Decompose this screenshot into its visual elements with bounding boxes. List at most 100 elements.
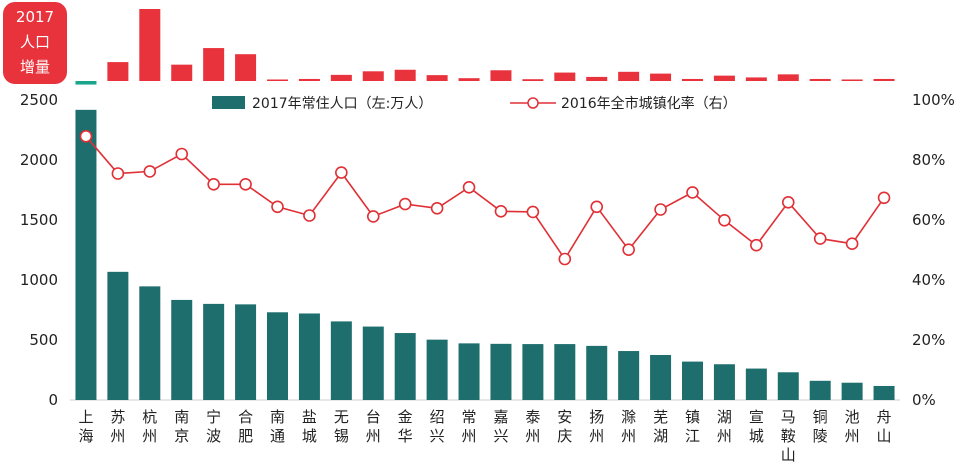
urbanization-point <box>398 197 412 211</box>
category-label-char: 州 <box>525 427 540 445</box>
increment-bar <box>713 75 735 81</box>
category-label: 南通 <box>270 408 285 445</box>
population-bar <box>139 286 161 400</box>
legend-bar-swatch <box>212 96 245 109</box>
increment-bar <box>298 78 320 81</box>
increment-bar <box>203 48 225 81</box>
population-bar <box>171 299 193 400</box>
urbanization-point <box>494 205 508 218</box>
legend-population-label: 2017年常住人口（左:万人） <box>252 96 432 112</box>
increment-bar <box>235 54 257 81</box>
category-label-char: 海 <box>78 427 93 445</box>
urbanization-point <box>207 178 220 191</box>
population-bar <box>203 303 225 400</box>
category-label-char: 宁 <box>206 408 221 426</box>
population-bar <box>650 355 672 400</box>
urbanization-point <box>686 186 699 199</box>
category-label-char: 宣 <box>749 408 764 426</box>
category-label-char: 南 <box>174 408 189 426</box>
increment-bar <box>171 64 193 81</box>
increment-bar <box>841 79 863 81</box>
increment-bar <box>650 73 672 81</box>
category-label-char: 马 <box>781 408 796 426</box>
population-bar <box>330 321 352 400</box>
category-label-char: 京 <box>174 427 189 445</box>
category-label-char: 江 <box>685 427 700 445</box>
category-label: 宣城 <box>749 408 764 445</box>
urbanization-point <box>654 203 667 216</box>
category-label: 无锡 <box>334 408 349 445</box>
legend-urbanization-label: 2016年全市城镇化率（右） <box>561 95 737 112</box>
category-label-char: 金 <box>398 408 413 426</box>
category-label-char: 山 <box>877 427 892 445</box>
urbanization-point <box>750 238 763 252</box>
population-bar <box>522 344 544 400</box>
increment-bar <box>394 69 416 81</box>
urbanization-point <box>430 202 444 215</box>
increment-bar <box>139 9 161 81</box>
category-label-char: 杭 <box>142 408 157 426</box>
badge-background <box>3 2 67 84</box>
urbanization-point <box>239 178 252 191</box>
right-y-axis: 0% 20% 40% 60% 80% 100% <box>912 91 955 409</box>
category-label-char: 华 <box>398 427 413 445</box>
category-label-char: 城 <box>749 427 764 445</box>
category-label-char: 池 <box>845 408 860 426</box>
category-label-char: 通 <box>270 427 285 445</box>
population-bar <box>745 368 767 400</box>
urbanization-line-path <box>85 135 885 261</box>
increment-bar <box>777 74 799 81</box>
urbanization-point <box>622 243 635 256</box>
category-label: 滁州 <box>621 408 636 445</box>
category-label-char: 无 <box>334 408 349 426</box>
increment-bar <box>618 71 640 81</box>
urbanization-point <box>845 237 859 250</box>
category-label-char: 舟 <box>877 408 892 426</box>
category-label: 盐城 <box>302 408 317 445</box>
category-label: 湖州 <box>717 408 732 445</box>
urbanization-point <box>877 191 891 205</box>
urbanization-point <box>462 181 476 194</box>
legend-marker-swatch <box>527 97 539 109</box>
category-label-char: 城 <box>302 427 317 445</box>
population-bar <box>618 351 640 400</box>
category-label-char: 泰 <box>525 408 540 426</box>
left-axis-tick: 2000 <box>20 151 58 169</box>
category-label: 宁波 <box>206 408 221 445</box>
urbanization-point <box>558 252 572 266</box>
increment-panel-badge: 2017 人口 增量 <box>3 2 67 84</box>
category-label: 扬州 <box>589 408 604 445</box>
urbanization-point <box>303 209 316 222</box>
category-label-char: 苏 <box>110 408 125 426</box>
urbanization-line <box>79 130 891 266</box>
category-label: 杭州 <box>142 408 157 445</box>
category-label: 芜湖 <box>653 408 668 445</box>
category-label-char: 安 <box>557 408 572 426</box>
category-label-char: 嘉 <box>493 408 508 426</box>
category-labels: 上海苏州杭州南京宁波合肥南通盐城无锡台州金华绍兴常州嘉兴泰州安庆扬州滁州芜湖镇江… <box>78 408 891 464</box>
category-label: 金华 <box>398 408 413 445</box>
urbanization-point <box>271 200 284 214</box>
left-axis-tick: 1000 <box>20 271 58 289</box>
urbanization-point <box>781 196 795 209</box>
increment-bar <box>522 79 544 81</box>
left-axis-tick: 0 <box>48 391 58 409</box>
increment-bar <box>682 78 703 81</box>
population-bar <box>107 271 129 400</box>
increment-bar <box>458 78 480 81</box>
category-label: 上海 <box>78 408 93 445</box>
increment-bar <box>267 79 288 81</box>
increment-bar <box>362 71 384 81</box>
category-label-char: 山 <box>781 446 796 464</box>
increment-bar <box>107 62 129 81</box>
category-label-char: 盐 <box>302 408 317 426</box>
category-label: 嘉兴 <box>493 408 508 445</box>
population-bar <box>362 326 384 400</box>
population-bar <box>841 382 863 400</box>
increment-bar-negative <box>75 81 97 85</box>
population-bar <box>75 109 97 400</box>
category-label-char: 芜 <box>653 408 668 426</box>
population-bar <box>713 364 735 400</box>
urbanization-point <box>813 232 827 245</box>
